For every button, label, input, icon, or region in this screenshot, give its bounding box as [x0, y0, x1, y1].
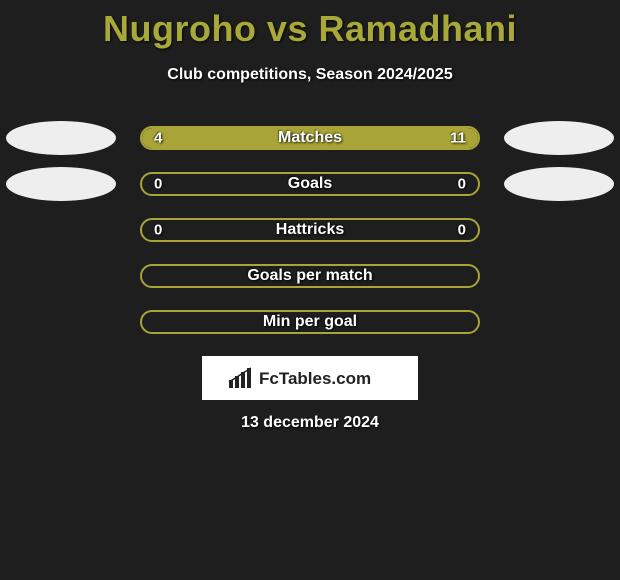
date-stamp: 13 december 2024: [0, 414, 620, 432]
stat-label: Min per goal: [263, 313, 357, 331]
player-avatar-right: [504, 121, 614, 155]
stat-value-left: 0: [154, 222, 162, 239]
stat-value-left: 4: [154, 130, 162, 147]
stat-label: Goals per match: [247, 267, 372, 285]
player-avatar-left: [6, 167, 116, 201]
player-avatar-right: [504, 167, 614, 201]
subtitle: Club competitions, Season 2024/2025: [0, 66, 620, 84]
stat-bar: Min per goal: [140, 310, 480, 334]
page-title: Nugroho vs Ramadhani: [0, 0, 620, 50]
stat-value-right: 11: [450, 130, 466, 147]
stat-value-right: 0: [458, 222, 466, 239]
stat-value-right: 0: [458, 176, 466, 193]
stat-bar: 0 0 Hattricks: [140, 218, 480, 242]
stat-label: Matches: [278, 129, 342, 147]
logo-bars-icon: [229, 368, 251, 388]
fctables-logo-svg: FcTables.com: [225, 364, 395, 392]
stat-row: Goals per match: [0, 264, 620, 288]
stat-row: Min per goal: [0, 310, 620, 334]
fctables-logo: FcTables.com: [202, 356, 418, 400]
player-avatar-left: [6, 121, 116, 155]
stat-row: 0 0 Goals: [0, 172, 620, 196]
stat-label: Hattricks: [276, 221, 344, 239]
logo-text: FcTables.com: [259, 369, 371, 388]
stat-value-left: 0: [154, 176, 162, 193]
stat-bar: Goals per match: [140, 264, 480, 288]
stat-bar: 4 11 Matches: [140, 126, 480, 150]
stat-label: Goals: [288, 175, 332, 193]
bar-fill-right: [233, 128, 478, 148]
stat-row: 0 0 Hattricks: [0, 218, 620, 242]
stat-row: 4 11 Matches: [0, 126, 620, 150]
comparison-bars: 4 11 Matches 0 0 Goals 0 0 Hattricks Goals per ma…: [0, 126, 620, 334]
stat-bar: 0 0 Goals: [140, 172, 480, 196]
